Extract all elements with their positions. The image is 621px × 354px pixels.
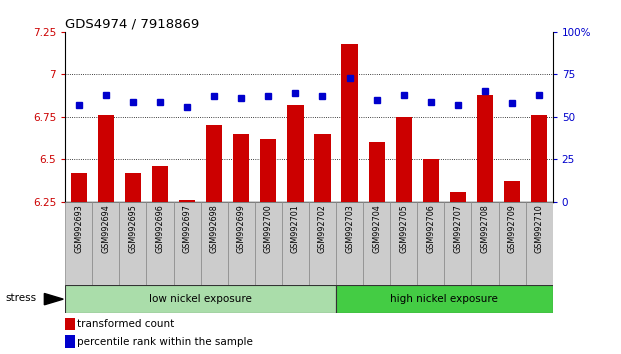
Bar (201, 202, 228, 285)
Bar (97, 115, 114, 354)
Bar (477, 95, 493, 354)
Text: GSM992694: GSM992694 (101, 204, 111, 253)
Bar (125, 173, 141, 354)
Text: GSM992704: GSM992704 (372, 204, 381, 253)
Bar (152, 166, 168, 354)
Bar (390, 202, 417, 285)
Text: transformed count: transformed count (78, 319, 175, 329)
Bar (65, 285, 336, 313)
Bar (93, 202, 119, 285)
Bar (336, 285, 553, 313)
Bar (368, 142, 385, 354)
Bar (450, 192, 466, 354)
Text: GSM992709: GSM992709 (507, 204, 517, 253)
Text: GSM992707: GSM992707 (453, 204, 463, 253)
Bar (147, 202, 173, 285)
Bar (179, 200, 195, 354)
Bar (396, 117, 412, 354)
Bar (504, 181, 520, 354)
Text: percentile rank within the sample: percentile rank within the sample (78, 337, 253, 347)
Bar (499, 202, 525, 285)
Text: GSM992701: GSM992701 (291, 204, 300, 253)
Text: GSM992700: GSM992700 (264, 204, 273, 253)
Bar (342, 44, 358, 354)
Text: GSM992697: GSM992697 (183, 204, 191, 253)
Bar (445, 202, 471, 285)
Text: GSM992710: GSM992710 (535, 204, 543, 253)
Bar (525, 202, 553, 285)
Text: high nickel exposure: high nickel exposure (391, 294, 498, 304)
Bar (65, 335, 75, 348)
Bar (363, 202, 390, 285)
Bar (314, 134, 330, 354)
Text: GSM992706: GSM992706 (427, 204, 435, 253)
Bar (119, 202, 147, 285)
Text: GSM992695: GSM992695 (129, 204, 137, 253)
Bar (206, 125, 222, 354)
Bar (531, 115, 547, 354)
Bar (288, 105, 304, 354)
Text: stress: stress (5, 293, 37, 303)
Bar (417, 202, 445, 285)
Text: GSM992708: GSM992708 (481, 204, 489, 253)
Text: GDS4974 / 7918869: GDS4974 / 7918869 (65, 18, 199, 31)
Bar (228, 202, 255, 285)
Bar (471, 202, 499, 285)
Text: GSM992696: GSM992696 (155, 204, 165, 253)
Bar (423, 159, 439, 354)
Bar (260, 139, 276, 354)
Bar (65, 318, 75, 330)
Bar (233, 134, 250, 354)
Polygon shape (44, 293, 63, 305)
Bar (336, 202, 363, 285)
Text: GSM992693: GSM992693 (75, 204, 83, 253)
Bar (173, 202, 201, 285)
Bar (65, 202, 93, 285)
Text: low nickel exposure: low nickel exposure (149, 294, 252, 304)
Bar (309, 202, 336, 285)
Text: GSM992698: GSM992698 (210, 204, 219, 253)
Text: GSM992705: GSM992705 (399, 204, 408, 253)
Text: GSM992699: GSM992699 (237, 204, 246, 253)
Bar (282, 202, 309, 285)
Bar (255, 202, 282, 285)
Text: GSM992703: GSM992703 (345, 204, 354, 253)
Text: GSM992702: GSM992702 (318, 204, 327, 253)
Bar (71, 173, 87, 354)
